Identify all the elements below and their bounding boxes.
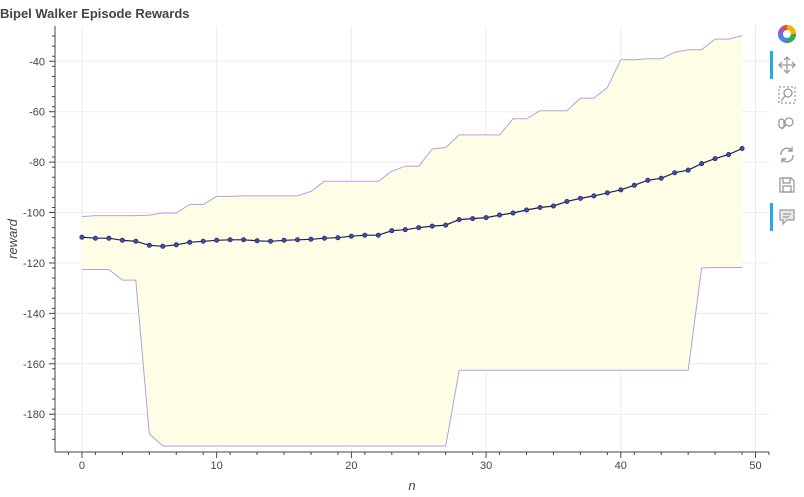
mean-point [618,187,624,193]
mean-point [658,175,664,181]
x-tick-label: 50 [749,460,761,472]
mean-point [375,232,381,238]
box-zoom-tool[interactable] [770,83,804,107]
mean-point [429,223,435,229]
reset-tool[interactable] [770,143,804,167]
pan-active-indicator [770,51,773,79]
mean-point [133,238,139,244]
mean-point [456,217,462,223]
mean-point [362,232,368,238]
mean-point [712,156,718,162]
mean-markers [79,146,745,249]
mean-point [241,237,247,243]
mean-point [106,235,112,241]
y-tick-label: -140 [23,308,45,320]
mean-point [443,222,449,228]
mean-point [119,237,125,243]
mean-point [685,167,691,173]
y-tick-label: -160 [23,359,45,371]
mean-point [173,242,179,248]
lower-bound-line [81,267,743,447]
x-tick-label: 0 [79,460,85,472]
mean-point [739,146,745,152]
wheel-zoom-tool[interactable] [770,113,804,137]
chart-title: Bipel Walker Episode Rewards [0,6,190,21]
bokeh-logo[interactable] [770,22,804,46]
mean-point [214,237,220,243]
axes: -180 -160 -140 -120 -100 -80 -60 -40 0 10 20 30 40 50 [23,26,770,472]
mean-point [200,238,206,244]
mean-point [537,204,543,210]
y-tick-label: -120 [23,258,45,270]
save-icon [779,177,795,193]
mean-point [510,210,516,216]
x-tick-label: 30 [480,460,492,472]
upper-bound-line [81,35,743,218]
y-tick-label: -80 [29,157,45,169]
mean-point [146,242,152,248]
y-tick-label: -60 [29,107,45,119]
mean-point [389,228,395,234]
mean-point [294,237,300,243]
y-axis-label: reward [5,218,20,259]
reset-icon [780,147,794,163]
y-tick-label: -180 [23,409,45,421]
mean-point [348,233,354,239]
pan-icon [778,56,796,74]
mean-point [227,237,233,243]
confidence-band [81,35,743,446]
mean-point [645,177,651,183]
mean-point [187,239,193,245]
mean-point [470,216,476,222]
hover-icon [779,209,795,226]
mean-point [483,215,489,221]
mean-point [524,207,530,213]
save-tool[interactable] [770,173,804,197]
mean-point [564,198,570,204]
bokeh-logo-icon [778,25,796,43]
y-tick-label: -40 [29,56,45,68]
mean-point [268,238,274,244]
mean-point [254,238,260,244]
mean-point [550,203,556,209]
x-tick-label: 10 [211,460,223,472]
mean-point [631,182,637,188]
mean-point [699,161,705,167]
mean-point [672,170,678,176]
mean-point [335,235,341,241]
mean-point [591,193,597,199]
mean-point [160,243,166,249]
x-tick-label: 40 [615,460,627,472]
mean-point [281,237,287,243]
mean-point [79,234,85,240]
box-zoom-icon [778,86,796,104]
chart[interactable]: -180 -160 -140 -120 -100 -80 -60 -40 0 10 20 30 40 50… [0,0,770,497]
mean-point [604,190,610,196]
mean-point [321,235,327,241]
mean-point [416,225,422,231]
mean-point [308,236,314,242]
pan-tool[interactable] [770,53,804,77]
mean-point [402,227,408,233]
wheel-zoom-icon [778,117,794,130]
hover-active-indicator [770,203,773,231]
mean-point [577,195,583,201]
mean-point [726,152,732,158]
hover-tool[interactable] [770,205,804,229]
x-tick-label: 20 [345,460,357,472]
mean-point [92,235,98,241]
x-axis-label: n [408,478,415,493]
mean-point [497,212,503,218]
y-tick-label: -100 [23,208,45,220]
